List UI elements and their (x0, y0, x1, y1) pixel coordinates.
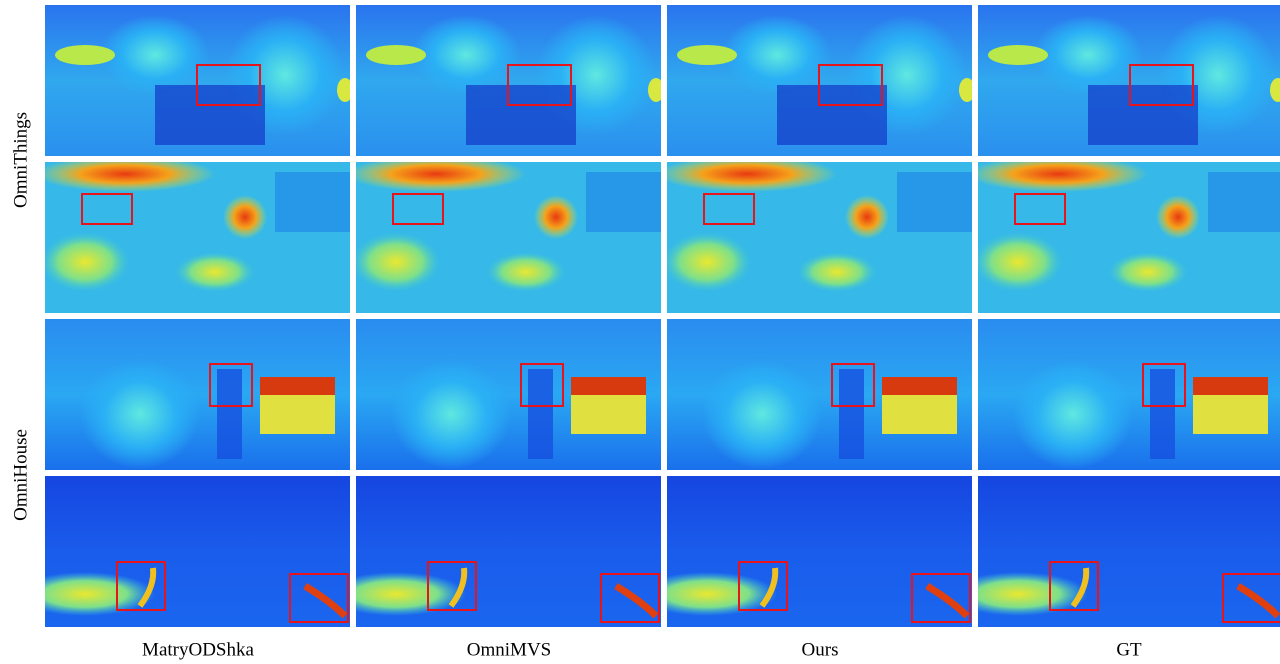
blob (797, 252, 877, 292)
blob (80, 359, 200, 469)
blob (40, 232, 130, 292)
image-content (45, 5, 353, 156)
image-content (35, 156, 350, 313)
blob (337, 78, 353, 102)
depth-image (948, 476, 1280, 627)
image-content (356, 5, 664, 156)
blob (988, 45, 1048, 65)
blob (1108, 252, 1188, 292)
depth-image (45, 5, 353, 156)
door (528, 369, 553, 459)
blob (845, 195, 889, 239)
image-content (968, 156, 1280, 313)
blob (968, 156, 1148, 192)
object-top (571, 377, 646, 395)
blob (677, 45, 737, 65)
blob (35, 156, 215, 192)
blob (1033, 15, 1143, 95)
image-content (978, 319, 1280, 470)
depth-image (15, 476, 350, 627)
blob (411, 15, 521, 95)
row-group-label: OmniThings (10, 112, 31, 208)
image-content (15, 476, 350, 627)
blob (366, 45, 426, 65)
blob (1156, 195, 1200, 239)
blob (100, 15, 210, 95)
shadow (155, 85, 265, 145)
depth-image (35, 156, 350, 313)
image-content (637, 476, 972, 627)
column-label: OmniMVS (467, 639, 551, 660)
column-label: GT (1116, 639, 1142, 660)
depth-image (657, 156, 972, 313)
wall (1208, 172, 1280, 232)
blob (657, 156, 837, 192)
blob (973, 232, 1063, 292)
image-content (667, 319, 972, 470)
blob (351, 232, 441, 292)
door (217, 369, 242, 459)
wall (586, 172, 661, 232)
blob (391, 359, 511, 469)
blob (175, 252, 255, 292)
image-content (326, 476, 661, 627)
blob (223, 195, 267, 239)
depth-image (978, 319, 1280, 470)
depth-image (968, 156, 1280, 313)
image-content (657, 156, 972, 313)
wall (275, 172, 350, 232)
figure: OmniThings OmniHouse MatryODShka OmniMVS… (0, 0, 1280, 664)
depth-image (326, 476, 661, 627)
image-content (45, 319, 350, 470)
door (839, 369, 864, 459)
shadow (777, 85, 887, 145)
object-top (882, 377, 957, 395)
row-group-label: OmniHouse (10, 429, 31, 521)
depth-image (978, 5, 1280, 156)
depth-image (637, 476, 972, 627)
panel-grid (15, 5, 1280, 627)
blob (1013, 359, 1133, 469)
shadow (466, 85, 576, 145)
blob (959, 78, 975, 102)
depth-image (356, 5, 664, 156)
door (1150, 369, 1175, 459)
object-top (1193, 377, 1268, 395)
wall (897, 172, 972, 232)
shadow (1088, 85, 1198, 145)
depth-image (45, 319, 350, 470)
blob (486, 252, 566, 292)
blob (662, 232, 752, 292)
column-label: Ours (802, 639, 839, 660)
image-content (346, 156, 661, 313)
blob (722, 15, 832, 95)
blob (534, 195, 578, 239)
blob (648, 78, 664, 102)
blob (346, 156, 526, 192)
depth-image (346, 156, 661, 313)
blob (702, 359, 822, 469)
image-content (948, 476, 1280, 627)
object-top (260, 377, 335, 395)
image-content (667, 5, 975, 156)
depth-image (356, 319, 661, 470)
image-content (356, 319, 661, 470)
column-label: MatryODShka (142, 639, 254, 660)
depth-image (667, 5, 975, 156)
depth-image (667, 319, 972, 470)
blob (55, 45, 115, 65)
